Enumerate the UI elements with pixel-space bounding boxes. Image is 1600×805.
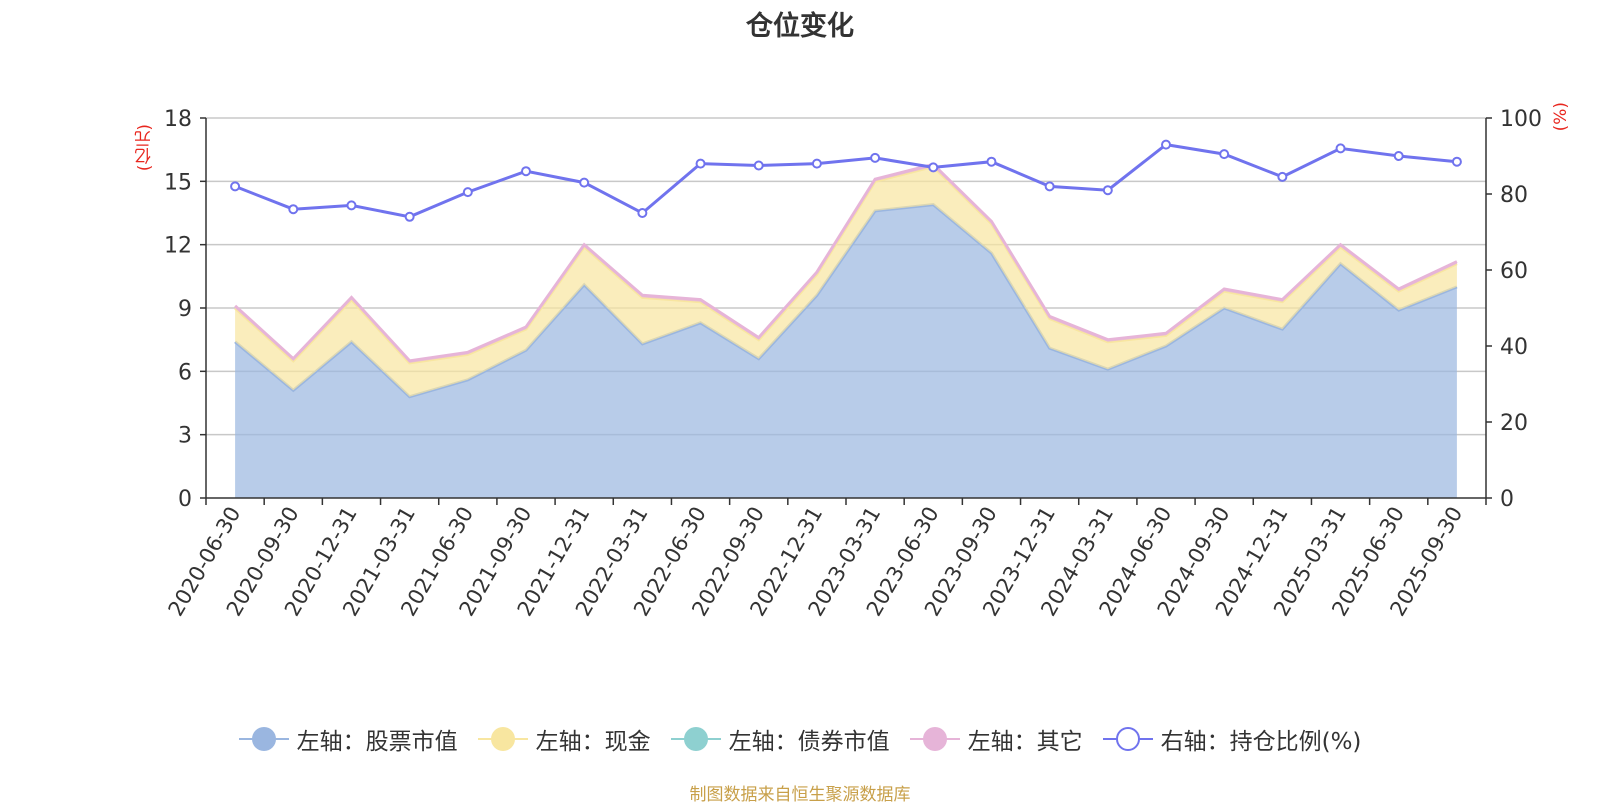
legend-marker-icon	[238, 726, 289, 752]
ratio-point	[462, 187, 473, 198]
legend-item[interactable]: 左轴：股票市值	[238, 722, 458, 756]
area-左轴：股票市值	[235, 204, 1457, 498]
left-tick-label: 3	[178, 424, 192, 449]
right-tick-label: 40	[1500, 335, 1528, 360]
ratio-point	[1161, 139, 1171, 150]
ratio-point	[1102, 185, 1113, 196]
legend: 左轴：股票市值 左轴：现金 左轴：债券市值 左轴：其它 右轴：持仓比例(%)	[0, 722, 1600, 756]
legend-label: 左轴：现金	[535, 729, 651, 755]
left-tick-label: 6	[178, 360, 192, 385]
legend-marker-icon	[477, 726, 528, 752]
ratio-point	[986, 156, 997, 167]
left-tick-label: 15	[164, 170, 192, 195]
right-tick-label: 20	[1500, 411, 1528, 436]
ratio-point	[1219, 149, 1230, 160]
right-tick-label: 0	[1500, 487, 1514, 512]
right-tick-label: 80	[1500, 183, 1528, 208]
area-line-左轴：其它	[234, 162, 1458, 363]
ratio-point	[288, 204, 299, 215]
ratio-point	[811, 158, 822, 169]
ratio-point	[1393, 151, 1404, 161]
ratio-point	[870, 152, 881, 163]
position-chart: 03691215180204060801002020-06-302020-09-…	[164, 107, 1542, 620]
left-tick-label: 12	[164, 234, 192, 259]
ratio-point	[695, 158, 706, 169]
legend-label: 左轴：债券市值	[728, 729, 890, 755]
legend-item[interactable]: 右轴：持仓比例(%)	[1102, 722, 1362, 756]
left-tick-label: 9	[178, 297, 192, 322]
left-tick-label: 18	[164, 107, 192, 132]
ratio-point	[1335, 143, 1346, 154]
ratio-point	[230, 181, 241, 192]
legend-label: 右轴：持仓比例(%)	[1160, 729, 1362, 755]
ratio-point	[346, 200, 357, 211]
data-source: 制图数据来自恒生聚源数据库	[689, 785, 911, 805]
ratio-point	[579, 177, 590, 188]
left-tick-label: 0	[178, 487, 192, 512]
legend-item[interactable]: 左轴：现金	[477, 722, 651, 756]
legend-item[interactable]: 左轴：债券市值	[670, 722, 890, 756]
ratio-point	[404, 211, 415, 222]
ratio-point	[1451, 156, 1462, 167]
legend-label: 左轴：其它	[967, 729, 1083, 755]
legend-marker-icon	[909, 726, 960, 752]
ratio-line	[234, 143, 1458, 219]
ratio-point	[1277, 171, 1288, 182]
ratio-point	[1044, 181, 1055, 192]
ratio-point	[753, 160, 764, 171]
legend-marker-icon	[1102, 726, 1153, 752]
right-tick-label: 60	[1500, 259, 1528, 284]
ratio-point	[637, 208, 648, 218]
ratio-point	[521, 166, 531, 177]
legend-item[interactable]: 左轴：其它	[909, 722, 1083, 756]
legend-marker-icon	[670, 726, 721, 752]
area-左轴：现金	[235, 166, 1457, 397]
legend-label: 左轴：股票市值	[296, 729, 458, 755]
right-tick-label: 100	[1500, 107, 1542, 132]
ratio-point	[928, 162, 939, 173]
chart-title: 仓位变化	[746, 11, 854, 42]
